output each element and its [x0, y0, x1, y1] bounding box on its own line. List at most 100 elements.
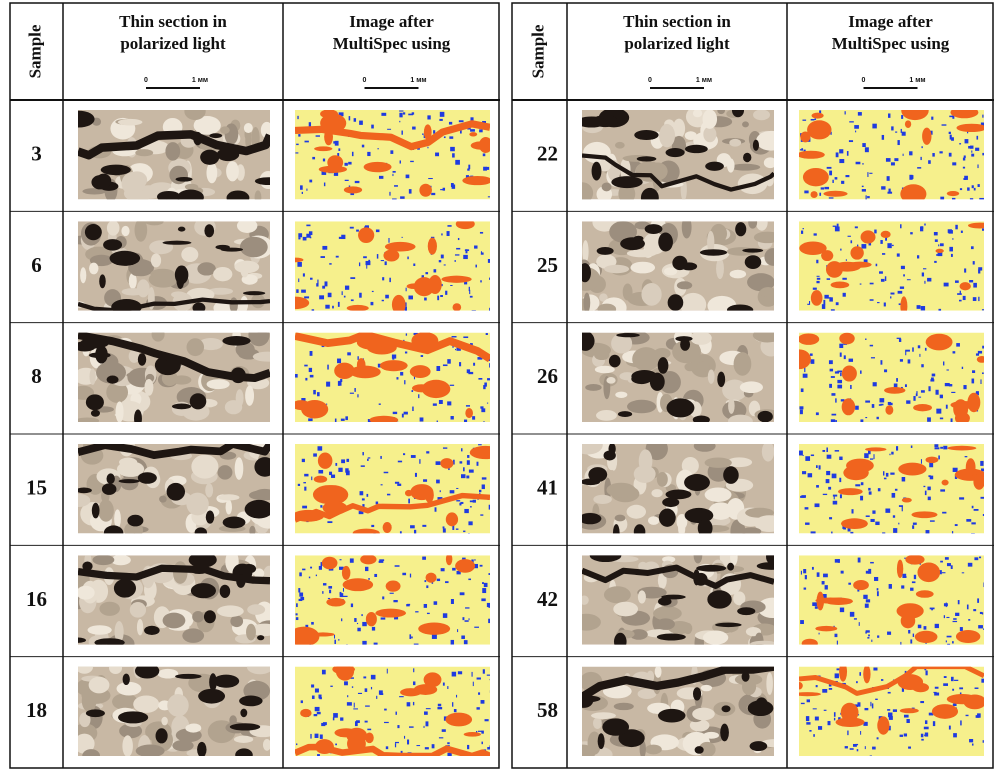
speck: [849, 359, 853, 362]
speck: [881, 279, 885, 282]
speck: [310, 237, 312, 239]
speck: [345, 180, 349, 181]
pore: [897, 560, 903, 578]
speck: [440, 112, 445, 117]
speck: [859, 622, 860, 626]
grain: [627, 400, 656, 414]
grain: [602, 182, 612, 191]
speck: [934, 261, 937, 263]
speck: [412, 390, 414, 392]
speck: [887, 632, 891, 635]
speck: [831, 309, 835, 314]
speck: [900, 286, 904, 288]
speck: [900, 224, 902, 228]
speck: [335, 141, 339, 146]
speck: [413, 681, 415, 685]
speck: [823, 574, 828, 578]
speck: [447, 401, 451, 405]
grain: [762, 442, 774, 462]
speck: [473, 363, 475, 366]
speck: [816, 485, 819, 488]
speck: [879, 398, 884, 402]
speck: [920, 157, 921, 160]
speck: [970, 198, 973, 200]
speck: [916, 393, 917, 396]
speck: [973, 261, 975, 264]
speck: [881, 679, 883, 681]
speck: [870, 345, 873, 347]
pore: [326, 598, 345, 607]
speck: [468, 165, 470, 169]
speck: [952, 531, 953, 534]
speck: [321, 723, 325, 726]
speck: [855, 226, 858, 228]
speck: [388, 238, 389, 243]
grain: [651, 489, 662, 497]
speck: [338, 302, 340, 307]
speck: [480, 565, 483, 567]
pore: [590, 549, 622, 562]
speck: [954, 680, 958, 681]
speck: [925, 491, 927, 495]
speck: [942, 512, 946, 514]
pore: [292, 400, 311, 410]
pore: [314, 146, 332, 151]
speck: [804, 368, 805, 372]
speck: [399, 121, 400, 122]
speck: [936, 409, 941, 414]
pore: [230, 723, 260, 730]
speck: [802, 120, 806, 121]
speck: [374, 574, 377, 577]
speck: [376, 696, 377, 699]
speck: [850, 612, 854, 617]
speck: [851, 240, 853, 243]
speck: [971, 150, 972, 152]
speck: [843, 293, 846, 297]
thin-section-image: [572, 547, 787, 656]
speck: [960, 188, 962, 190]
speck: [833, 495, 837, 497]
grain: [159, 496, 167, 503]
speck: [447, 753, 451, 757]
speck: [384, 722, 389, 723]
speck: [911, 446, 913, 448]
speck: [332, 306, 334, 309]
pore: [913, 404, 932, 411]
pore: [838, 488, 863, 495]
grain: [680, 293, 706, 316]
speck: [489, 278, 492, 280]
speck: [359, 121, 363, 125]
pore: [446, 553, 452, 565]
speck: [299, 593, 303, 597]
speck: [891, 126, 893, 130]
speck: [466, 476, 469, 479]
grain: [77, 586, 95, 600]
speck: [847, 731, 848, 736]
speck: [855, 131, 856, 133]
pore: [666, 148, 685, 157]
speck: [330, 686, 332, 687]
speck: [415, 473, 417, 477]
speck: [977, 164, 978, 168]
speck: [822, 304, 825, 309]
pore: [209, 133, 222, 138]
speck: [478, 692, 480, 694]
grain: [659, 124, 675, 147]
speck: [982, 372, 984, 374]
speck: [886, 473, 888, 477]
grain: [89, 368, 95, 385]
speck: [930, 379, 934, 381]
speck: [424, 580, 426, 582]
speck: [308, 418, 312, 421]
speck: [409, 634, 411, 639]
column-header: MultiSpec using: [333, 34, 451, 53]
pore: [91, 410, 100, 417]
speck: [907, 279, 911, 280]
speck: [458, 671, 462, 674]
pore: [932, 704, 958, 719]
speck: [823, 494, 827, 495]
speck: [441, 233, 442, 235]
pore: [811, 290, 823, 306]
speck: [426, 451, 429, 453]
speck: [406, 288, 407, 292]
